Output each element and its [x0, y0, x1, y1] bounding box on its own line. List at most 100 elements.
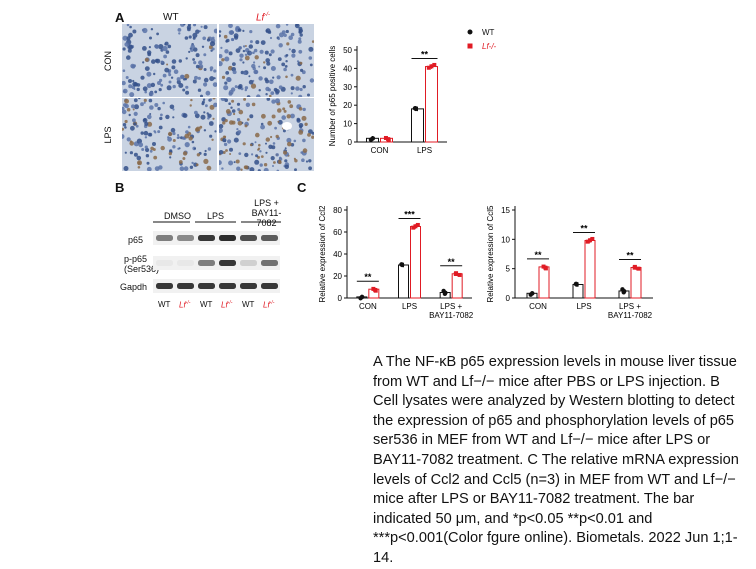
- p65-positive-cells-legend-label-0: WT: [482, 28, 495, 37]
- wb-group-lps-bay: LPS + BAY11-7082: [244, 198, 289, 228]
- wb-row-pp65-line2: (Ser536): [124, 264, 160, 274]
- ccl5-ytick-label-3: 15: [501, 206, 510, 215]
- ccl2-ytick-label-3: 60: [333, 228, 342, 237]
- ccl5-xtick-label-2: LPS +: [619, 302, 641, 311]
- p65-positive-cells-legend-label-1: Lf-/-: [482, 42, 497, 51]
- p65-positive-cells-ytick-label-2: 20: [343, 101, 352, 110]
- ccl2-point-1-1-0: [413, 224, 418, 229]
- ccl2-point-1-1-1: [411, 225, 416, 230]
- ccl2-bar-2-1: [451, 273, 463, 299]
- wb-blot-pp65: [153, 256, 280, 270]
- wb-group-lps-bay-line2: BAY11-7082: [251, 208, 282, 228]
- p65-positive-cells-point-1-1-0: [429, 64, 434, 69]
- p65-positive-cells-legend-marker-0: [467, 29, 473, 35]
- ccl5-point-0-0-2: [529, 291, 535, 296]
- ihc-image-lf-con: [219, 24, 314, 97]
- wb-lane-labels: WT Lf-/- WT Lf-/- WT Lf-/-: [153, 300, 283, 312]
- p65-positive-cells-xtick-label-1: LPS: [417, 146, 432, 155]
- p65-positive-cells-ytick-label-1: 10: [343, 120, 352, 129]
- caption-text: A The NF-κB p65 expression levels in mou…: [373, 354, 739, 566]
- row-label-lps: LPS: [103, 126, 113, 144]
- lane-lf-2-sup: -/-: [227, 300, 233, 306]
- ccl5-point-1-0-2: [574, 281, 579, 287]
- ccl5-bar-0-1: [538, 266, 550, 299]
- p65-positive-cells-xtick-label-0: CON: [371, 146, 389, 155]
- lane-lf-2-text: Lf: [221, 300, 228, 310]
- column-label-lf: Lf-/-: [256, 12, 270, 23]
- ccl5-ytick-label-2: 10: [501, 235, 510, 244]
- p65-positive-cells-point-0-1-1: [383, 135, 388, 140]
- ccl5-bar-1-1: [584, 240, 596, 299]
- lane-lf-3: Lf-/-: [263, 300, 274, 310]
- ccl2-point-2-1-2: [453, 271, 458, 276]
- p65-positive-cells-bar-1-0: [411, 108, 424, 143]
- ihc-image-lf-lps: [219, 98, 314, 171]
- wb-row-gapdh: Gapdh: [120, 282, 148, 292]
- p65-positive-cells-point-0-1-2: [386, 137, 391, 142]
- lane-lf-3-text: Lf: [263, 300, 270, 310]
- ccl5-sig-label-2: **: [626, 250, 634, 260]
- ccl2-point-1-1-2: [415, 222, 420, 227]
- wb-row-pp65-line1: p-p65: [124, 254, 148, 264]
- wb-row-p65: p65: [128, 235, 144, 245]
- wb-group-lps-bay-line1: LPS +: [254, 198, 279, 208]
- ccl2-point-2-1-1: [457, 272, 462, 277]
- wb-group-underlines: [153, 221, 281, 223]
- lane-wt-3: WT: [242, 300, 255, 309]
- ccl2-ytick-label-0: 0: [338, 294, 343, 303]
- p65-positive-cells-ytick-label-5: 50: [343, 46, 352, 55]
- lane-wt-2: WT: [200, 300, 213, 309]
- wb-blot-gapdh: [153, 279, 280, 293]
- ccl2-bar-1-1: [410, 226, 421, 299]
- ccl5-point-0-1-2: [543, 265, 548, 270]
- ccl5-xtick-label-1: LPS: [576, 302, 591, 311]
- ccl2-point-0-1-2: [373, 287, 378, 292]
- p65-positive-cells-ytick-label-0: 0: [348, 138, 353, 147]
- p65-positive-cells-point-1-0-2: [413, 106, 418, 111]
- figure-caption: A The NF-κB p65 expression levels in mou…: [373, 353, 749, 569]
- ccl5-point-2-1-1: [636, 266, 641, 271]
- ccl5-ylabel: Relative expression of Ccl5: [486, 205, 495, 302]
- ccl5-xtick-label-0: CON: [529, 302, 547, 311]
- column-label-lf-text: Lf: [256, 12, 265, 24]
- lane-lf-1: Lf-/-: [179, 300, 190, 310]
- p65-positive-cells-point-1-1-1: [426, 65, 431, 70]
- lane-wt-1: WT: [158, 300, 171, 309]
- ccl5-point-2-0-2: [622, 289, 627, 294]
- ccl2-xtick-label-2: LPS +: [440, 302, 462, 311]
- ccl2-point-2-0-2: [443, 290, 448, 295]
- p65-positive-cells-bar-1-1: [425, 66, 438, 143]
- ihc-image-wt-con: [122, 24, 217, 97]
- p65-positive-cells-sig-label-0: **: [421, 50, 429, 60]
- ihc-image-wt-lps: [122, 98, 217, 171]
- p65-positive-cells-ylabel: Number of p65 positive cells: [328, 46, 337, 147]
- ccl5-ytick-label-0: 0: [506, 294, 511, 303]
- wb-group-dmso: DMSO: [164, 211, 191, 221]
- lane-lf-2: Lf-/-: [221, 300, 232, 310]
- ccl2-ytick-label-1: 20: [333, 272, 342, 281]
- ccl2-xtick-label-0: CON: [359, 302, 377, 311]
- p65-positive-cells-point-0-0-2: [370, 136, 375, 141]
- ccl2-sig-label-2: **: [448, 257, 456, 267]
- ccl5-sig-label-1: **: [580, 224, 588, 234]
- column-label-lf-sup: -/-: [264, 12, 271, 18]
- ccl2-sig-label-1: ***: [404, 210, 415, 220]
- ccl5-bar-2-1: [630, 266, 642, 299]
- ccl5-xtick-label-2-b: BAY11-7082: [608, 311, 653, 320]
- p65-positive-cells-legend-marker-1: [467, 43, 473, 49]
- wb-row-pp65: p-p65 (Ser536): [124, 254, 159, 274]
- row-label-con: CON: [103, 51, 113, 71]
- ccl5-point-1-1-1: [585, 239, 590, 244]
- lane-lf-3-sup: -/-: [269, 300, 275, 306]
- ccl2-point-0-0-2: [359, 294, 365, 300]
- ccl2-ytick-label-4: 80: [333, 206, 342, 215]
- p65-positive-cells-ytick-label-4: 40: [343, 64, 352, 73]
- panel-c-letter: C: [297, 180, 307, 195]
- ccl5-point-2-1-2: [632, 265, 637, 270]
- chart-p65-positive-cells: Number of p65 positive cells 0 10 20 30 40 50 C…: [328, 28, 497, 155]
- ccl5-point-1-1-0: [587, 238, 592, 243]
- ccl5-ytick-label-1: 5: [506, 265, 511, 274]
- chart-ccl5: Relative expression of Ccl5 0 5 10 15 CON LPS L…: [486, 205, 653, 320]
- ccl2-ylabel: Relative expression of Ccl2: [318, 205, 327, 302]
- p65-positive-cells-point-1-1-2: [432, 62, 437, 67]
